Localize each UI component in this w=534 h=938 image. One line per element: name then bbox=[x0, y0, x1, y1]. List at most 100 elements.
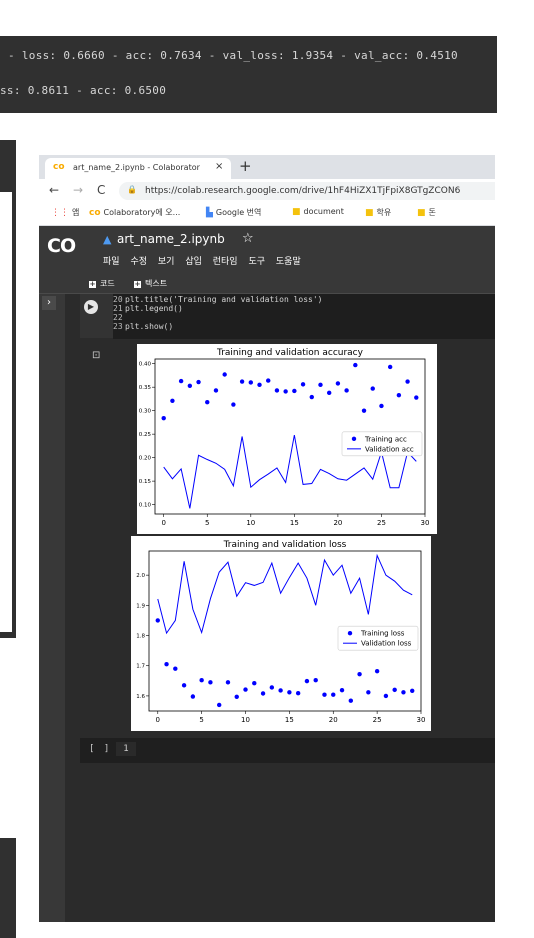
colab-logo[interactable]: CO bbox=[47, 235, 76, 257]
data-point bbox=[199, 678, 204, 683]
forward-icon[interactable]: → bbox=[73, 183, 84, 197]
menu-file[interactable]: 파일 bbox=[103, 257, 120, 267]
output-icon[interactable]: ⊡ bbox=[92, 350, 101, 361]
x-tick-label: 20 bbox=[329, 716, 338, 724]
cell-input[interactable]: 1 bbox=[116, 742, 136, 756]
y-tick-label: 1.8 bbox=[136, 634, 145, 640]
legend-box bbox=[337, 625, 419, 651]
bookmark-folder-3[interactable]: ■ 돈 bbox=[417, 208, 436, 218]
data-point bbox=[361, 408, 367, 413]
menu-edit[interactable]: 수정 bbox=[130, 257, 147, 267]
bookmark-colab[interactable]: co Colaboratory에 오... bbox=[89, 208, 181, 218]
menu-help[interactable]: 도움말 bbox=[275, 257, 301, 267]
data-point bbox=[344, 388, 349, 393]
menu-tools[interactable]: 도구 bbox=[248, 257, 266, 267]
data-point bbox=[155, 618, 160, 623]
add-code-button[interactable]: + 코드 bbox=[89, 279, 115, 288]
y-tick-label: 0.25 bbox=[139, 432, 152, 438]
reload-icon[interactable]: C bbox=[97, 183, 106, 197]
code-line: 22 bbox=[113, 313, 123, 322]
back-icon[interactable]: ← bbox=[49, 183, 60, 197]
run-cell-button[interactable]: ▶ bbox=[84, 300, 98, 314]
menu-view[interactable]: 보기 bbox=[157, 257, 175, 267]
plus-icon: + bbox=[134, 280, 141, 288]
menu-runtime[interactable]: 런타임 bbox=[212, 257, 238, 267]
data-point bbox=[196, 379, 201, 385]
terminal-line-2: ss: 0.8611 - acc: 0.6500 bbox=[0, 84, 167, 97]
x-tick-label: 20 bbox=[333, 519, 342, 527]
translate-icon: ▙ bbox=[206, 208, 213, 218]
legend-entry: Training acc bbox=[364, 435, 407, 443]
x-tick-label: 0 bbox=[156, 716, 160, 724]
data-point bbox=[190, 694, 196, 699]
x-tick-label: 10 bbox=[241, 716, 250, 724]
y-tick-label: 0.15 bbox=[139, 479, 152, 485]
data-point bbox=[269, 685, 275, 690]
x-tick-label: 30 bbox=[417, 716, 426, 724]
tab-bar: co art_name_2.ipynb - Colaborator × + bbox=[39, 155, 495, 179]
code-editor[interactable]: 20 plt.title('Training and validation los… bbox=[113, 294, 495, 339]
data-point bbox=[266, 378, 271, 383]
data-point bbox=[225, 680, 231, 685]
code-cell[interactable]: ▶ 20 plt.title('Training and validation l… bbox=[80, 294, 495, 339]
lock-icon: 🔒 bbox=[127, 185, 137, 194]
x-tick-label: 30 bbox=[421, 519, 430, 527]
data-point bbox=[335, 381, 341, 386]
colab-icon: co bbox=[89, 208, 101, 218]
data-point bbox=[396, 392, 402, 398]
data-point bbox=[257, 382, 262, 388]
url-text: https://colab.research.google.com/drive/… bbox=[145, 186, 461, 196]
legend-box bbox=[341, 431, 423, 457]
data-point bbox=[260, 691, 266, 696]
data-point bbox=[339, 687, 345, 693]
y-tick-label: 1.7 bbox=[136, 664, 145, 670]
data-point bbox=[370, 386, 375, 391]
bookmark-document[interactable]: ■ document bbox=[292, 207, 344, 217]
bookmark-apps[interactable]: ⋮⋮ 앱 bbox=[51, 208, 80, 218]
data-point bbox=[205, 400, 210, 405]
cell-toolbar: + 코드 + 텍스트 bbox=[39, 277, 495, 294]
data-point bbox=[387, 364, 393, 370]
add-text-button[interactable]: + 텍스트 bbox=[134, 279, 168, 288]
browser-tab[interactable]: co art_name_2.ipynb - Colaborator × bbox=[45, 158, 231, 179]
data-point bbox=[243, 687, 248, 692]
data-point bbox=[313, 678, 318, 683]
data-point bbox=[164, 662, 169, 667]
background-window-strip-bottom bbox=[0, 838, 16, 938]
browser-window: co art_name_2.ipynb - Colaborator × + ← … bbox=[39, 155, 495, 922]
bookmark-folder-2[interactable]: ■ 학유 bbox=[365, 208, 392, 218]
data-point bbox=[383, 693, 389, 699]
apps-icon: ⋮⋮ bbox=[51, 208, 69, 218]
data-point bbox=[278, 688, 283, 693]
star-icon[interactable]: ☆ bbox=[242, 231, 254, 246]
y-tick-label: 0.10 bbox=[139, 503, 152, 509]
data-point bbox=[170, 398, 175, 404]
bookmark-translate[interactable]: ▙ Google 번역 bbox=[206, 208, 262, 218]
data-point bbox=[379, 403, 384, 409]
y-tick-label: 0.30 bbox=[139, 409, 152, 415]
plot-frame bbox=[148, 550, 422, 712]
data-point bbox=[292, 388, 297, 394]
data-point bbox=[234, 694, 239, 700]
close-tab-icon[interactable]: × bbox=[215, 161, 224, 172]
data-point bbox=[392, 687, 397, 693]
data-point bbox=[322, 692, 327, 697]
notebook-title[interactable]: art_name_2.ipynb bbox=[117, 232, 225, 246]
data-point bbox=[410, 688, 415, 693]
series-line-validation-acc bbox=[163, 435, 417, 509]
data-point bbox=[353, 362, 358, 368]
series-line-validation-loss bbox=[157, 553, 413, 635]
data-point bbox=[309, 394, 314, 400]
chevron-right-icon[interactable]: › bbox=[42, 296, 56, 310]
menu-insert[interactable]: 삽입 bbox=[185, 257, 202, 267]
new-tab-button[interactable]: + bbox=[239, 157, 252, 175]
empty-code-cell[interactable]: [ ] 1 bbox=[80, 738, 495, 763]
chart-title: Training and validation accuracy bbox=[216, 348, 364, 358]
data-point bbox=[187, 383, 193, 388]
legend-entry: Validation acc bbox=[365, 445, 414, 453]
url-field[interactable]: 🔒 https://colab.research.google.com/driv… bbox=[119, 182, 495, 200]
data-point bbox=[178, 378, 184, 384]
data-point bbox=[287, 690, 292, 695]
data-point bbox=[213, 388, 219, 393]
legend-point-swatch bbox=[351, 436, 357, 442]
